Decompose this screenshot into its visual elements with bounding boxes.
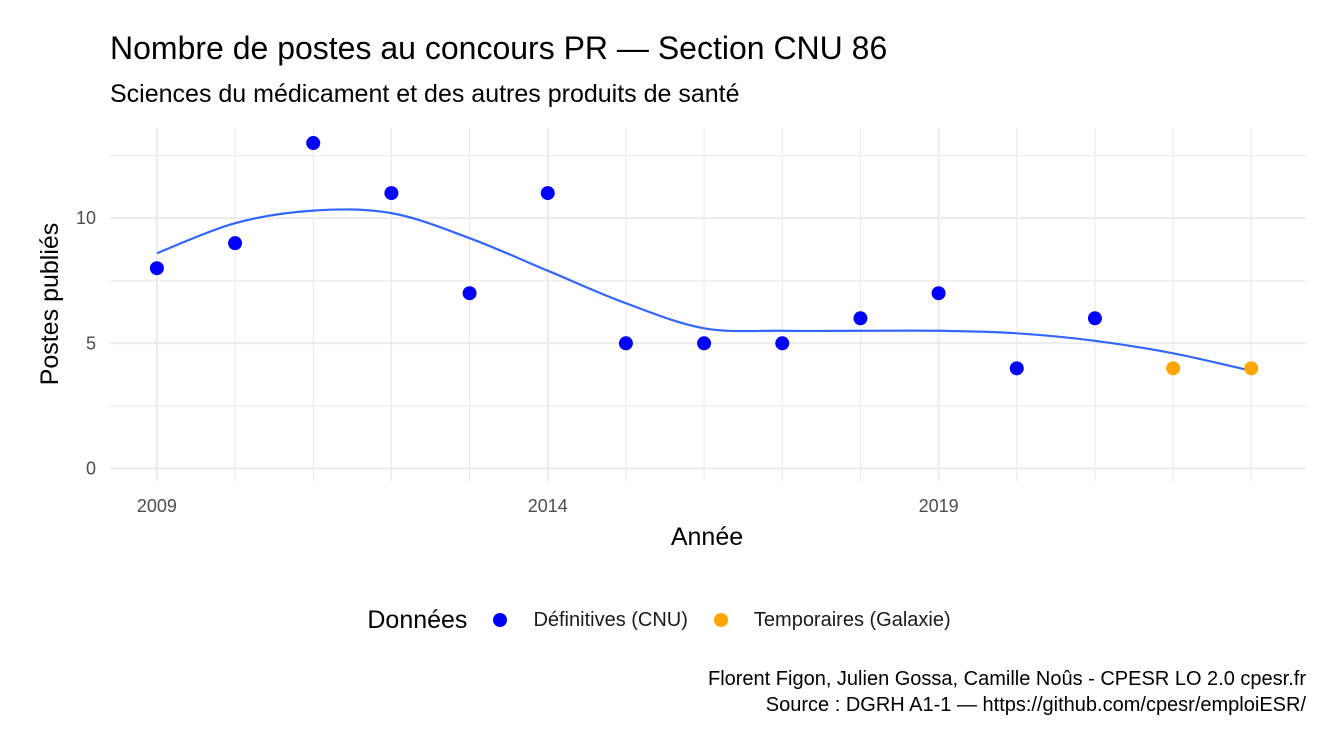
point-definitives [853,311,868,326]
point-definitives [1087,311,1102,326]
point-definitives [697,336,712,351]
point-definitives [931,286,946,301]
smooth-trend-line [156,208,1252,372]
point-definitives [306,136,321,151]
point-temporaires [1166,361,1181,376]
point-definitives [1009,361,1024,376]
chart-title: Nombre de postes au concours PR — Sectio… [110,30,888,66]
y-tick-label: 10 [76,208,96,228]
legend-item-temporaires: Temporaires (Galaxie) [713,608,951,632]
point-definitives [228,236,243,251]
x-axis-ticks: 2009 2014 2019 [137,496,959,516]
legend-label-temporaires: Temporaires (Galaxie) [753,608,951,631]
point-definitives [462,286,477,301]
legend: Données Définitives (CNU) Temporaires (G… [0,600,1344,640]
point-definitives [384,186,399,201]
legend-key-temporaires [713,613,728,627]
point-definitives [540,186,555,201]
data-points [149,136,1259,376]
point-temporaires [1244,361,1259,376]
y-tick-label: 5 [86,333,96,353]
point-definitives [149,261,164,276]
caption-authors: Florent Figon, Julien Gossa, Camille Noû… [707,668,1306,690]
x-tick-label: 2019 [919,496,959,516]
legend-item-definitives: Définitives (CNU) [493,608,688,632]
point-definitives [618,336,633,351]
chart-subtitle: Sciences du médicament et des autres pro… [110,80,740,108]
point-definitives [775,336,790,351]
caption: Florent Figon, Julien Gossa, Camille Noû… [708,666,1306,718]
caption-source: Source : DGRH A1-1 — https://github.com/… [765,694,1306,716]
legend-title: Données [367,605,468,634]
x-tick-label: 2014 [528,496,568,516]
smooth-line-path [156,208,1252,372]
grid-lines [110,128,1306,481]
legend-label-definitives: Définitives (CNU) [533,608,688,631]
scatter-chart: 2009 2014 2019 0 5 10 Année Postes publiés [36,128,1306,551]
x-axis-title: Année [671,523,743,551]
y-tick-label: 0 [86,458,96,478]
y-axis-ticks: 0 5 10 [76,208,96,478]
y-axis-title: Postes publiés [36,223,64,386]
x-tick-label: 2009 [137,496,177,516]
legend-key-definitives [493,613,508,627]
